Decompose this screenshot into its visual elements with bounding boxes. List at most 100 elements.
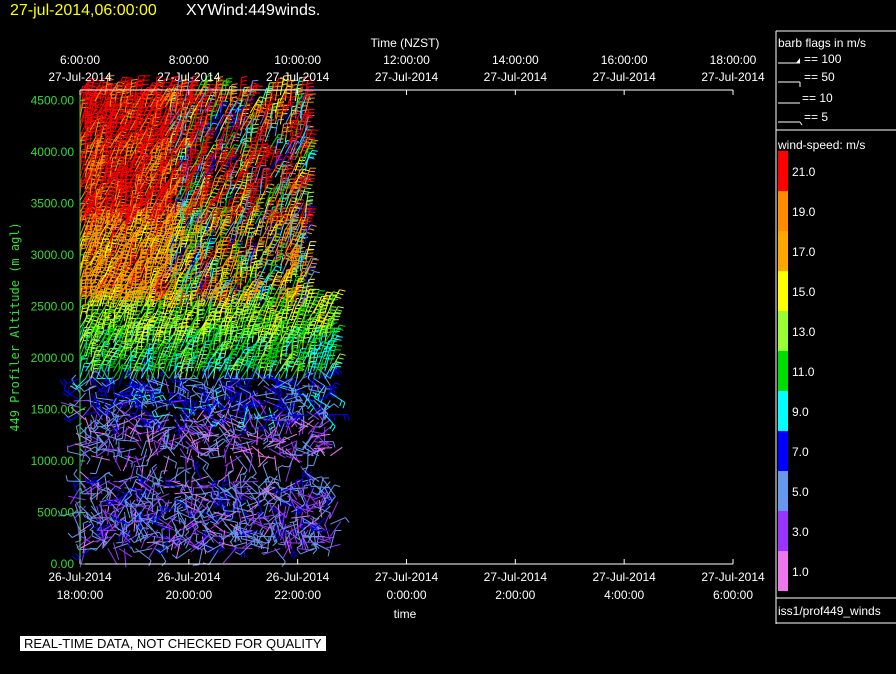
wind-barb-flag bbox=[151, 411, 156, 418]
wind-barb bbox=[213, 378, 230, 386]
wind-barb bbox=[268, 338, 275, 358]
wind-barb-flag bbox=[233, 484, 239, 489]
wind-barb bbox=[194, 520, 209, 525]
wind-barb-flag bbox=[312, 477, 316, 484]
wind-barb-flag bbox=[136, 401, 139, 408]
wind-barb bbox=[138, 482, 153, 495]
wind-barb bbox=[176, 395, 187, 408]
wind-barb bbox=[146, 466, 158, 482]
wind-barb bbox=[79, 349, 88, 365]
wind-barb-flag bbox=[245, 514, 249, 521]
wind-barb bbox=[114, 414, 131, 418]
wind-barb-flag bbox=[217, 479, 220, 486]
wind-barb bbox=[290, 347, 294, 365]
wind-barb bbox=[315, 385, 326, 398]
wind-barb bbox=[280, 440, 298, 450]
wind-barb bbox=[191, 505, 203, 519]
wind-barb-flag bbox=[315, 407, 322, 411]
wind-barb-flag bbox=[146, 242, 153, 245]
wind-barb bbox=[170, 536, 176, 551]
wind-barb-flag bbox=[309, 360, 316, 363]
wind-barb-flag bbox=[191, 516, 198, 520]
wind-barb bbox=[324, 497, 330, 513]
wind-barb bbox=[285, 354, 290, 372]
wind-barb bbox=[305, 505, 325, 510]
wind-barb-flag bbox=[226, 388, 231, 394]
wind-barb bbox=[270, 527, 276, 543]
wind-barb bbox=[96, 407, 111, 420]
wind-barb-flag bbox=[217, 549, 224, 554]
wind-barb bbox=[148, 519, 164, 525]
wind-barb bbox=[279, 489, 282, 506]
wind-barb-flag bbox=[288, 378, 294, 383]
wind-barb bbox=[316, 505, 331, 520]
wind-barb bbox=[152, 535, 170, 540]
wind-barb-flag bbox=[283, 465, 290, 468]
wind-barb bbox=[224, 455, 242, 467]
wind-barb bbox=[157, 517, 174, 529]
wind-barb-flag bbox=[292, 349, 299, 352]
wind-barb bbox=[79, 407, 91, 421]
wind-barb bbox=[246, 433, 263, 440]
wind-barb-flag bbox=[109, 366, 116, 368]
wind-barb bbox=[174, 349, 184, 365]
wind-barb bbox=[263, 503, 269, 519]
wind-barb bbox=[213, 341, 224, 358]
wind-barb bbox=[203, 511, 220, 519]
wind-barb bbox=[166, 535, 181, 549]
wind-barb bbox=[193, 464, 203, 482]
wind-barb bbox=[274, 381, 277, 401]
wind-barb bbox=[263, 486, 271, 501]
wind-barb-flag bbox=[106, 493, 111, 499]
wind-barb-flag bbox=[142, 478, 148, 483]
wind-barb-flag bbox=[256, 510, 262, 516]
wind-barb bbox=[112, 542, 120, 560]
wind-barb-flag bbox=[279, 321, 286, 323]
wind-barb bbox=[96, 350, 103, 365]
wind-barb bbox=[240, 400, 248, 419]
wind-barb-flag bbox=[91, 479, 98, 483]
wind-barb-flag bbox=[197, 316, 204, 319]
wind-barb-flag bbox=[69, 402, 75, 407]
wind-barb bbox=[309, 441, 326, 456]
wind-barb-flag bbox=[251, 315, 258, 317]
wind-barb-flag bbox=[229, 540, 234, 547]
wind-barb bbox=[68, 495, 86, 501]
wind-barb bbox=[312, 493, 331, 500]
wind-barb-flag bbox=[336, 368, 343, 374]
wind-barb-flag bbox=[263, 336, 270, 339]
wind-barb bbox=[248, 455, 253, 473]
wind-barb bbox=[113, 518, 131, 525]
wind-barb bbox=[268, 344, 274, 365]
wind-barb bbox=[257, 405, 267, 420]
wind-barb bbox=[78, 523, 92, 533]
wind-barb-flag bbox=[158, 262, 165, 265]
wind-barb bbox=[268, 380, 285, 394]
wind-barb bbox=[299, 499, 309, 513]
wind-barb-flag bbox=[180, 485, 184, 492]
wind-barb bbox=[235, 524, 239, 541]
wind-barb bbox=[285, 378, 299, 388]
wind-barb-flag bbox=[130, 499, 136, 506]
wind-barb bbox=[107, 493, 111, 513]
wind-barb bbox=[304, 368, 315, 386]
wind-barb-flag bbox=[267, 441, 274, 446]
wind-barb bbox=[157, 426, 177, 435]
wind-barb bbox=[175, 542, 181, 559]
wind-barb bbox=[257, 337, 263, 357]
wind-barb-flag bbox=[309, 320, 316, 323]
wind-barb-flag bbox=[278, 373, 281, 380]
wind-barb bbox=[201, 419, 213, 437]
wind-barb bbox=[215, 410, 231, 421]
wind-barb-flag bbox=[238, 500, 245, 504]
wind-barb-flag bbox=[156, 518, 159, 525]
wind-barb bbox=[109, 493, 120, 506]
wind-barb bbox=[148, 542, 159, 559]
wind-barb bbox=[324, 404, 326, 420]
wind-barb bbox=[210, 378, 220, 394]
wind-barb-flag bbox=[328, 414, 332, 421]
wind-barb bbox=[324, 382, 336, 401]
wind-barb bbox=[118, 548, 133, 558]
wind-barb bbox=[238, 487, 253, 499]
wind-barb bbox=[96, 424, 117, 428]
